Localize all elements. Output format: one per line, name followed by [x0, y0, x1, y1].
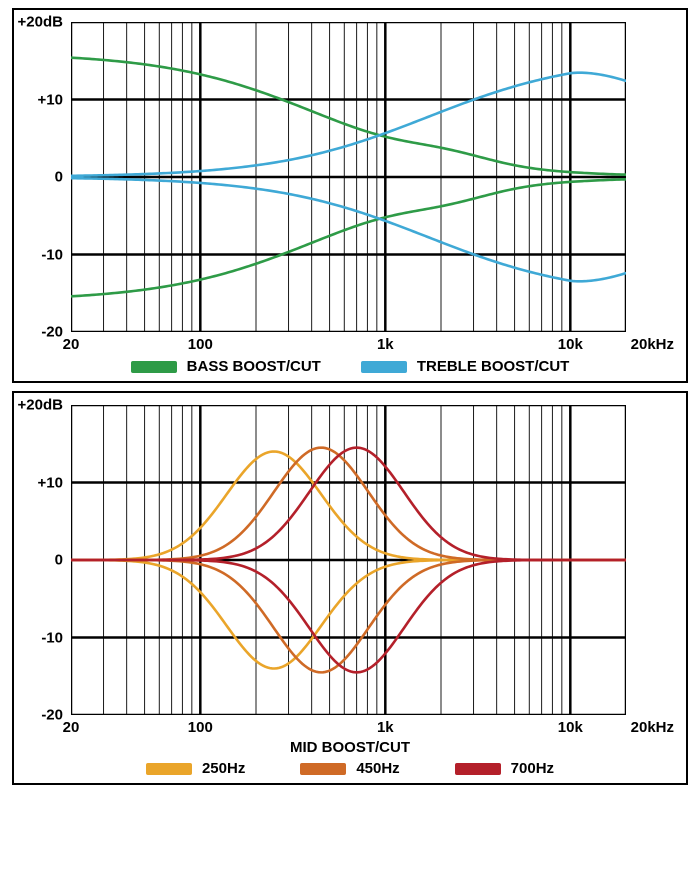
- curve-mid-450-boost: [71, 448, 626, 560]
- curve-mid-250-cut: [71, 560, 626, 668]
- y-tick: +10: [38, 91, 71, 108]
- y-tick: 0: [55, 169, 71, 186]
- legend-swatch: [361, 361, 407, 373]
- chart2-legend: 250Hz 450Hz 700Hz: [26, 760, 674, 777]
- legend-item: 450Hz: [300, 760, 399, 777]
- legend-label: BASS BOOST/CUT: [187, 358, 321, 375]
- chart1-svg: [71, 22, 626, 332]
- y-tick: +20dB: [18, 397, 71, 414]
- x-tick: 10k: [558, 715, 583, 736]
- curve-mid-250-boost: [71, 452, 626, 560]
- x-tick: 1k: [377, 332, 394, 353]
- legend-label: 250Hz: [202, 760, 245, 777]
- curve-bass-cut: [71, 179, 626, 296]
- eq-mid-panel: +20dB+100-10-20 201001k10k20kHz MID BOOS…: [12, 391, 688, 785]
- legend-swatch: [131, 361, 177, 373]
- legend-item: 250Hz: [146, 760, 245, 777]
- legend-swatch: [146, 763, 192, 775]
- y-tick: -10: [41, 246, 71, 263]
- y-tick: +20dB: [18, 14, 71, 31]
- y-tick: -10: [41, 629, 71, 646]
- legend-item: BASS BOOST/CUT: [131, 358, 321, 375]
- x-tick: 100: [188, 332, 213, 353]
- chart2-legend-title: MID BOOST/CUT: [26, 739, 674, 756]
- x-tick: 100: [188, 715, 213, 736]
- x-tick: 10k: [558, 332, 583, 353]
- legend-swatch: [455, 763, 501, 775]
- x-tick: 20kHz: [631, 332, 674, 353]
- legend-swatch: [300, 763, 346, 775]
- legend-item: 700Hz: [455, 760, 554, 777]
- x-tick: 1k: [377, 715, 394, 736]
- curve-mid-450-cut: [71, 560, 626, 672]
- eq-bass-treble-panel: +20dB+100-10-20 201001k10k20kHz BASS BOO…: [12, 8, 688, 383]
- curve-bass-boost: [71, 58, 626, 175]
- chart1-wrap: +20dB+100-10-20 201001k10k20kHz: [71, 22, 624, 332]
- legend-label: TREBLE BOOST/CUT: [417, 358, 570, 375]
- chart1-legend: BASS BOOST/CUT TREBLE BOOST/CUT: [26, 358, 674, 375]
- chart2-wrap: +20dB+100-10-20 201001k10k20kHz: [71, 405, 624, 715]
- chart2-svg: [71, 405, 626, 715]
- y-tick: +10: [38, 474, 71, 491]
- legend-label: 450Hz: [356, 760, 399, 777]
- legend-label: 700Hz: [511, 760, 554, 777]
- y-tick: 0: [55, 552, 71, 569]
- x-tick: 20: [63, 715, 80, 736]
- legend-item: TREBLE BOOST/CUT: [361, 358, 570, 375]
- x-tick: 20: [63, 332, 80, 353]
- x-tick: 20kHz: [631, 715, 674, 736]
